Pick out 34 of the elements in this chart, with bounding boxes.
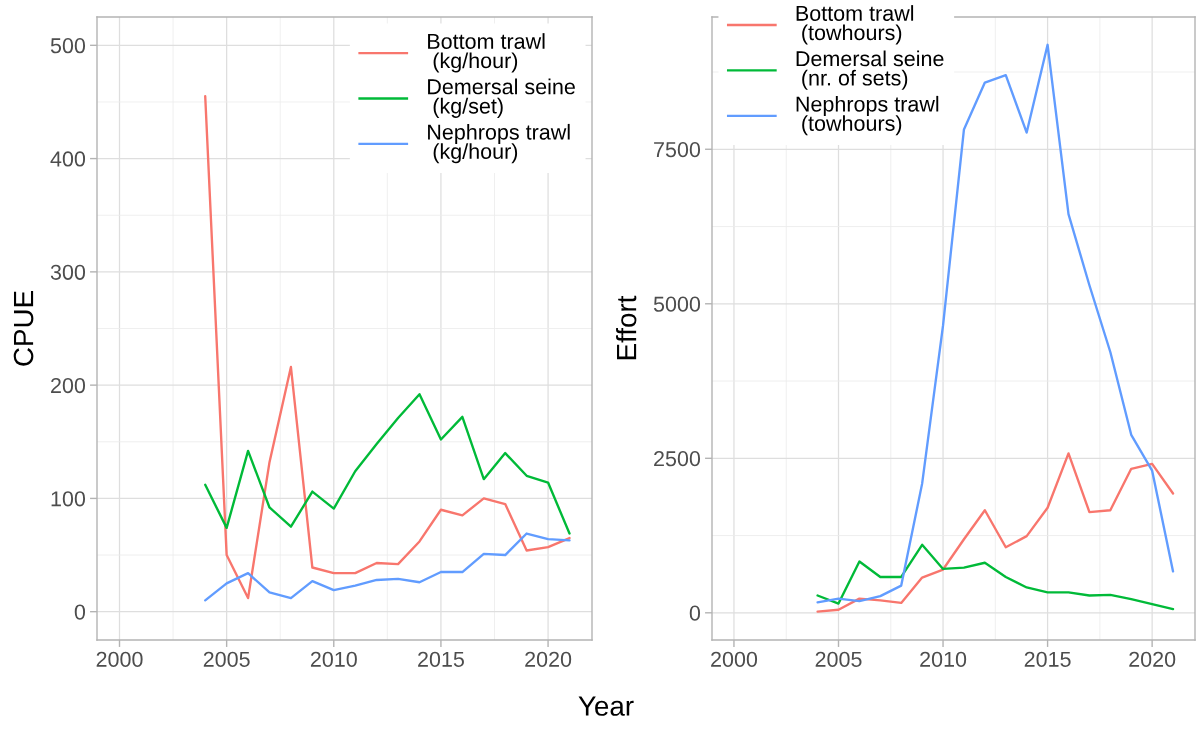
y-tick-label: 500 <box>50 38 86 54</box>
y-tick-label: 400 <box>50 151 86 167</box>
x-tick-label: 2005 <box>203 651 250 667</box>
x-tick-label: 2015 <box>1024 651 1071 667</box>
y-axis-title: Effort <box>616 295 637 360</box>
line-series <box>204 532 571 602</box>
x-tick-label: 2005 <box>815 651 862 667</box>
legend-label: Bottom trawl (towhours) <box>796 5 914 45</box>
x-tick-label: 2000 <box>96 651 143 667</box>
legend-label: Demersal seine (kg/set) <box>428 78 575 118</box>
y-tick-label: 2500 <box>654 451 701 467</box>
legend-label: Bottom trawl (kg/hour) <box>428 33 545 73</box>
y-tick-label: 7500 <box>654 142 701 158</box>
y-axis-title: CPUE <box>13 291 34 366</box>
line-series <box>204 95 571 600</box>
y-tick-label: 200 <box>51 377 86 394</box>
legend-label: Nephrops trawl (towhours) <box>796 95 939 136</box>
y-tick-label: 300 <box>50 264 86 280</box>
x-tick-label: 2010 <box>310 651 357 667</box>
x-tick-label: 2000 <box>711 651 758 667</box>
x-tick-label: 2020 <box>1129 651 1176 667</box>
x-tick-label: 2020 <box>525 651 572 667</box>
x-axis-title: Year <box>578 696 634 716</box>
y-tick-label: 5000 <box>653 296 701 312</box>
y-tick-label: 0 <box>689 605 701 621</box>
legend-label: Nephrops trawl (kg/hour) <box>428 123 570 164</box>
line-series <box>204 393 571 535</box>
x-tick-label: 2010 <box>920 651 967 667</box>
y-tick-label: 0 <box>74 604 86 620</box>
legend-label: Demersal seine (nr. of sets) <box>796 50 944 90</box>
y-tick-label: 100 <box>51 491 86 507</box>
line-series <box>816 452 1175 613</box>
x-tick-label: 2015 <box>418 651 464 667</box>
line-series <box>816 543 1175 611</box>
